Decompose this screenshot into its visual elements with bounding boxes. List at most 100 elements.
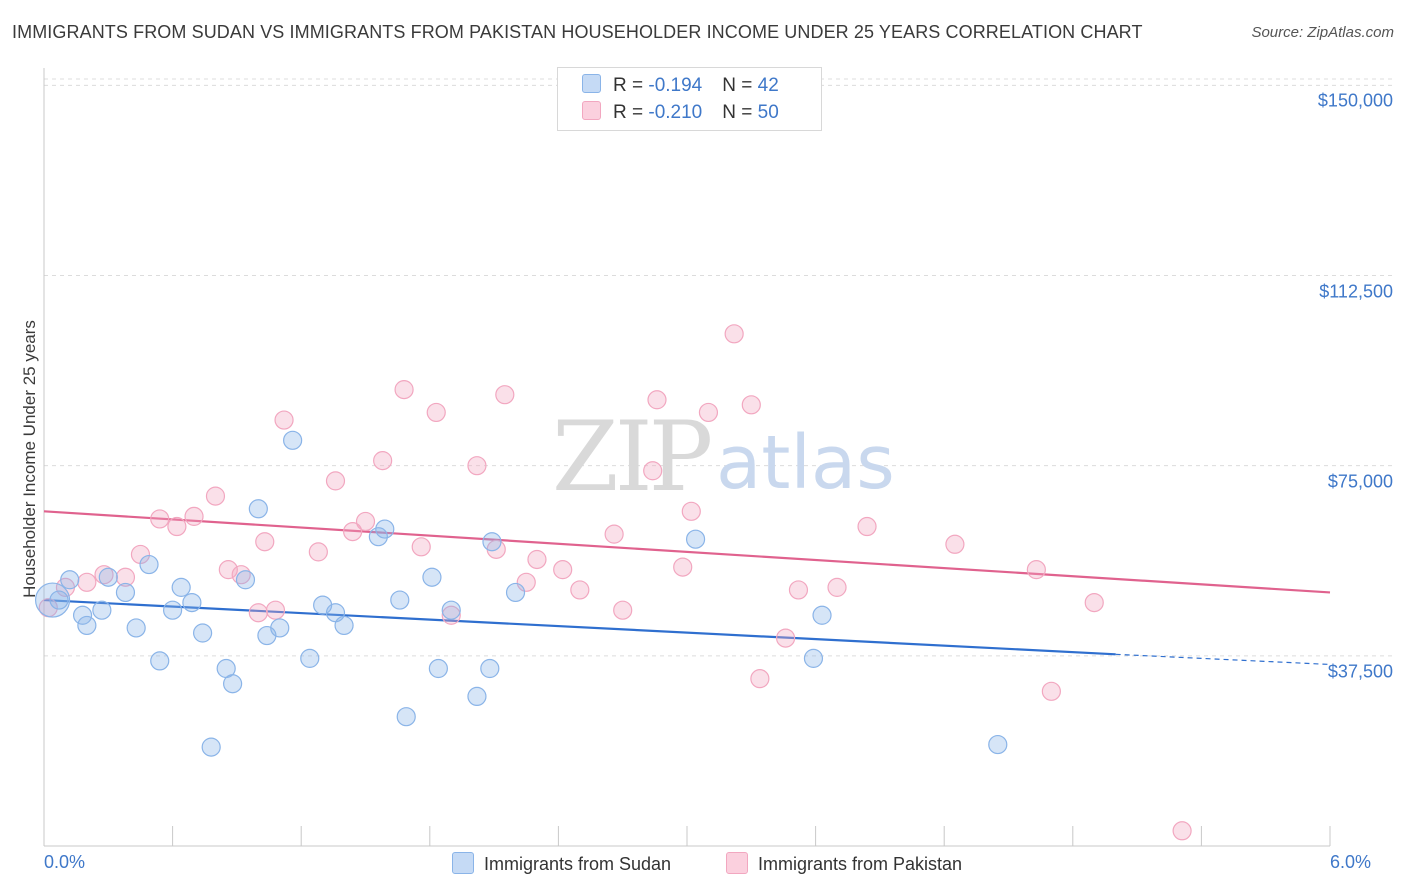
point-pakistan <box>827 577 847 597</box>
trend-lines <box>43 510 1331 666</box>
point-pakistan <box>724 324 744 344</box>
point-sudan <box>201 737 221 757</box>
point-sudan <box>467 686 487 707</box>
bottom-legend-sudan: Immigrants from Sudan <box>452 852 671 875</box>
y-tick-label-2: $112,500 <box>1319 281 1393 302</box>
bottom-legend-label-pakistan: Immigrants from Pakistan <box>758 854 963 874</box>
point-sudan <box>685 529 706 549</box>
y-axis-label: Householder Income Under 25 years <box>20 320 39 598</box>
point-pakistan <box>681 501 701 521</box>
point-pakistan <box>150 509 170 529</box>
legend-r-label: R = <box>613 102 649 123</box>
point-pakistan <box>467 456 487 476</box>
point-sudan <box>150 651 170 671</box>
y-tick-label-0: $37,500 <box>1327 661 1393 682</box>
point-pakistan <box>308 542 328 562</box>
point-sudan <box>163 600 183 620</box>
point-sudan <box>92 600 112 620</box>
point-sudan <box>126 618 146 638</box>
x-tick-label-min: 0.0% <box>44 852 86 872</box>
point-pakistan <box>205 486 226 506</box>
legend-n-label: N = <box>722 102 758 123</box>
watermark-zip: ZIP <box>552 401 711 513</box>
bottom-legend-swatch-pakistan <box>726 852 748 874</box>
point-sudan <box>300 648 320 668</box>
point-pakistan <box>945 534 965 554</box>
point-pakistan <box>184 506 204 526</box>
point-pakistan <box>394 380 414 400</box>
point-sudan <box>72 605 93 625</box>
legend-n-value-pakistan: 50 <box>757 102 779 123</box>
point-pakistan <box>248 603 268 623</box>
legend-r-label: R = <box>613 75 649 96</box>
point-pakistan <box>604 524 624 544</box>
point-sudan <box>248 499 268 519</box>
bottom-legend-swatch-sudan <box>452 852 474 874</box>
point-pakistan <box>495 385 515 405</box>
point-pakistan <box>527 549 547 570</box>
point-pakistan <box>1172 821 1192 841</box>
point-pakistan <box>218 560 238 580</box>
point-pakistan <box>441 605 461 625</box>
x-tick-label-max: 6.0% <box>1330 852 1372 872</box>
point-pakistan <box>274 410 294 430</box>
bottom-legend-label-sudan: Immigrants from Sudan <box>484 854 672 874</box>
point-sudan <box>368 527 388 547</box>
correlation-legend: R = -0.194 N = 42 R = -0.210 N = 50 <box>557 67 822 131</box>
point-pakistan <box>673 557 693 577</box>
point-sudan <box>139 554 159 575</box>
point-pakistan <box>516 572 536 592</box>
point-sudan <box>270 618 290 638</box>
point-sudan <box>223 674 243 694</box>
point-pakistan <box>325 471 346 491</box>
point-sudan <box>77 615 97 636</box>
y-tick-label-3: $150,000 <box>1317 90 1393 111</box>
point-sudan <box>375 519 395 539</box>
point-sudan <box>115 582 136 603</box>
point-pakistan <box>788 580 809 600</box>
watermark-atlas: atlas <box>716 420 895 506</box>
point-sudan <box>812 605 832 625</box>
point-pakistan <box>373 451 393 471</box>
point-pakistan <box>741 395 761 415</box>
point-pakistan <box>570 580 590 600</box>
point-sudan <box>171 577 191 597</box>
point-sudan <box>60 570 80 590</box>
point-pakistan <box>167 516 187 537</box>
point-sudan <box>34 582 71 618</box>
point-pakistan <box>775 628 796 648</box>
legend-r-value-pakistan: -0.210 <box>648 102 703 123</box>
point-sudan <box>98 567 118 587</box>
legend-n-label: N = <box>722 75 758 96</box>
point-pakistan <box>1084 592 1104 613</box>
point-sudan <box>235 570 256 590</box>
chart-title: IMMIGRANTS FROM SUDAN VS IMMIGRANTS FROM… <box>12 22 1143 42</box>
point-pakistan <box>355 511 376 532</box>
data-points <box>34 324 1192 841</box>
point-pakistan <box>1041 681 1061 701</box>
point-pakistan <box>553 560 573 580</box>
point-sudan <box>283 430 303 450</box>
point-sudan <box>49 590 69 610</box>
point-sudan <box>182 592 202 613</box>
point-sudan <box>428 658 448 679</box>
point-pakistan <box>1026 560 1046 580</box>
point-sudan <box>505 582 526 603</box>
trend-line-pakistan <box>43 510 1331 594</box>
point-pakistan <box>411 537 431 557</box>
point-pakistan <box>647 390 667 410</box>
point-sudan <box>480 658 500 679</box>
legend-row-pakistan: R = -0.210 N = 50 <box>582 101 779 125</box>
point-pakistan <box>343 521 363 542</box>
legend-n-value-sudan: 42 <box>757 75 779 96</box>
point-sudan <box>396 707 416 727</box>
trend-line-sudan <box>43 598 1116 656</box>
legend-r-value-sudan: -0.194 <box>648 75 703 96</box>
point-sudan <box>988 734 1008 755</box>
point-pakistan <box>115 567 136 587</box>
legend-row-sudan: R = -0.194 N = 42 <box>582 74 779 98</box>
y-tick-label-1: $75,000 <box>1327 471 1393 492</box>
point-pakistan <box>255 532 275 552</box>
point-pakistan <box>643 461 663 481</box>
